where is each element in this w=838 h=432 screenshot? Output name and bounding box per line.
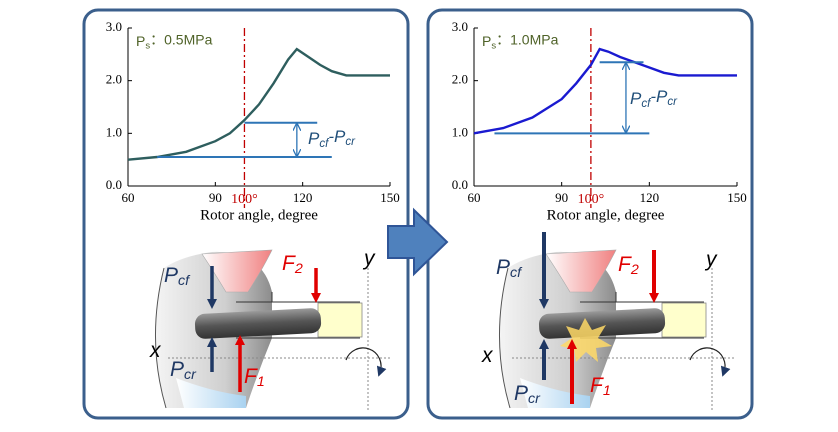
casing-edge xyxy=(155,267,167,409)
diagram-label: F1​ xyxy=(590,374,611,399)
diagram-label: F1​ xyxy=(244,365,265,390)
marker-label: 100° xyxy=(578,192,605,207)
blue-region xyxy=(176,378,246,408)
legend-label: Ps​：1.0MPa xyxy=(482,31,559,51)
transition-arrow xyxy=(387,207,449,277)
diagram-label: x xyxy=(481,344,494,367)
x-tick-label: 90 xyxy=(555,190,568,205)
diagram xyxy=(499,232,734,410)
x-tick-label: 60 xyxy=(468,190,481,205)
difference-label: Pcf​-Pcr​ xyxy=(308,128,356,151)
diagram-label: F2​ xyxy=(618,253,639,278)
text-part: y xyxy=(704,248,718,271)
y-tick-label: 1.0 xyxy=(106,124,122,139)
marker-label: 100° xyxy=(231,192,258,207)
subscript: 2 xyxy=(294,261,303,277)
subscript: cf xyxy=(510,265,523,281)
vane-slot xyxy=(661,302,707,338)
contact-burst xyxy=(560,318,612,362)
subscript: 1 xyxy=(257,374,265,390)
subscript: s xyxy=(145,40,150,51)
subscript: cf xyxy=(641,98,652,110)
subscript: cr xyxy=(667,96,678,108)
subscript: 1 xyxy=(603,383,611,399)
text-part: -P xyxy=(650,88,668,107)
text-part: F xyxy=(244,365,258,388)
y-tick-label: 3.0 xyxy=(452,19,468,34)
x-tick-label: 120 xyxy=(293,190,313,205)
rotation-arrow xyxy=(689,347,731,377)
diagram-label: x xyxy=(149,339,162,362)
subscript: cr xyxy=(528,391,541,407)
text-part: P xyxy=(482,33,491,49)
x-tick-label: 60 xyxy=(122,190,135,205)
x-axis-label: Rotor angle, degree xyxy=(200,207,318,223)
subscript: cf xyxy=(319,138,330,150)
text-part: ：1.0MPa xyxy=(496,31,558,47)
diagram xyxy=(155,249,390,410)
rotor-outline xyxy=(580,292,704,339)
text-part: P xyxy=(136,33,145,49)
x-tick-label: 90 xyxy=(209,190,222,205)
text-part: P xyxy=(630,89,642,108)
y-tick-label: 2.0 xyxy=(106,72,122,87)
diagram-label: y xyxy=(704,248,718,271)
text-part: y xyxy=(362,247,376,270)
diagram-label: Pcf​ xyxy=(496,256,523,281)
text-part: P xyxy=(170,358,184,381)
text-part: P xyxy=(308,129,320,148)
x-tick-label: 150 xyxy=(727,190,747,205)
diagram-label: y xyxy=(362,247,376,270)
x-tick-label: 120 xyxy=(640,190,660,205)
y-tick-label: 1.0 xyxy=(452,124,468,139)
text-part: F xyxy=(590,374,604,397)
subscript: cr xyxy=(184,367,197,383)
pink-region xyxy=(201,249,273,293)
text-part: F xyxy=(282,252,296,275)
rotation-arrow xyxy=(345,347,387,377)
diagram-label: Pcf​ xyxy=(164,264,191,289)
text-part: -P xyxy=(328,128,346,147)
subscript: 2 xyxy=(630,262,639,278)
y-tick-label: 3.0 xyxy=(106,19,122,34)
diagram-label: Pcr​ xyxy=(514,382,541,407)
text-part: P xyxy=(496,256,510,279)
y-tick-label: 0.0 xyxy=(106,177,122,192)
text-part: x xyxy=(481,344,494,367)
line-series xyxy=(473,47,737,135)
text-part: P xyxy=(514,382,528,405)
rotor-outline xyxy=(236,292,360,339)
text-part: F xyxy=(618,253,632,276)
x-axis-label: Rotor angle, degree xyxy=(547,207,665,223)
vane xyxy=(194,308,322,339)
text-part: P xyxy=(164,264,178,287)
subscript: s xyxy=(491,40,496,51)
text-part: ：0.5MPa xyxy=(150,31,212,47)
vane-slot xyxy=(317,302,363,338)
diagram-label: F2​ xyxy=(282,252,303,277)
difference-label: Pcf​-Pcr​ xyxy=(630,88,678,111)
subscript: cf xyxy=(178,273,191,289)
text-part: x xyxy=(149,339,162,362)
y-tick-label: 0.0 xyxy=(452,177,468,192)
x-tick-label: 150 xyxy=(380,190,400,205)
casing-edge xyxy=(499,267,511,409)
y-tick-label: 2.0 xyxy=(452,72,468,87)
line-series xyxy=(127,47,390,161)
diagram-label: Pcr​ xyxy=(170,358,197,383)
pink-region xyxy=(545,249,617,293)
legend-label: Ps​：0.5MPa xyxy=(136,31,213,51)
subscript: cr xyxy=(345,136,356,148)
